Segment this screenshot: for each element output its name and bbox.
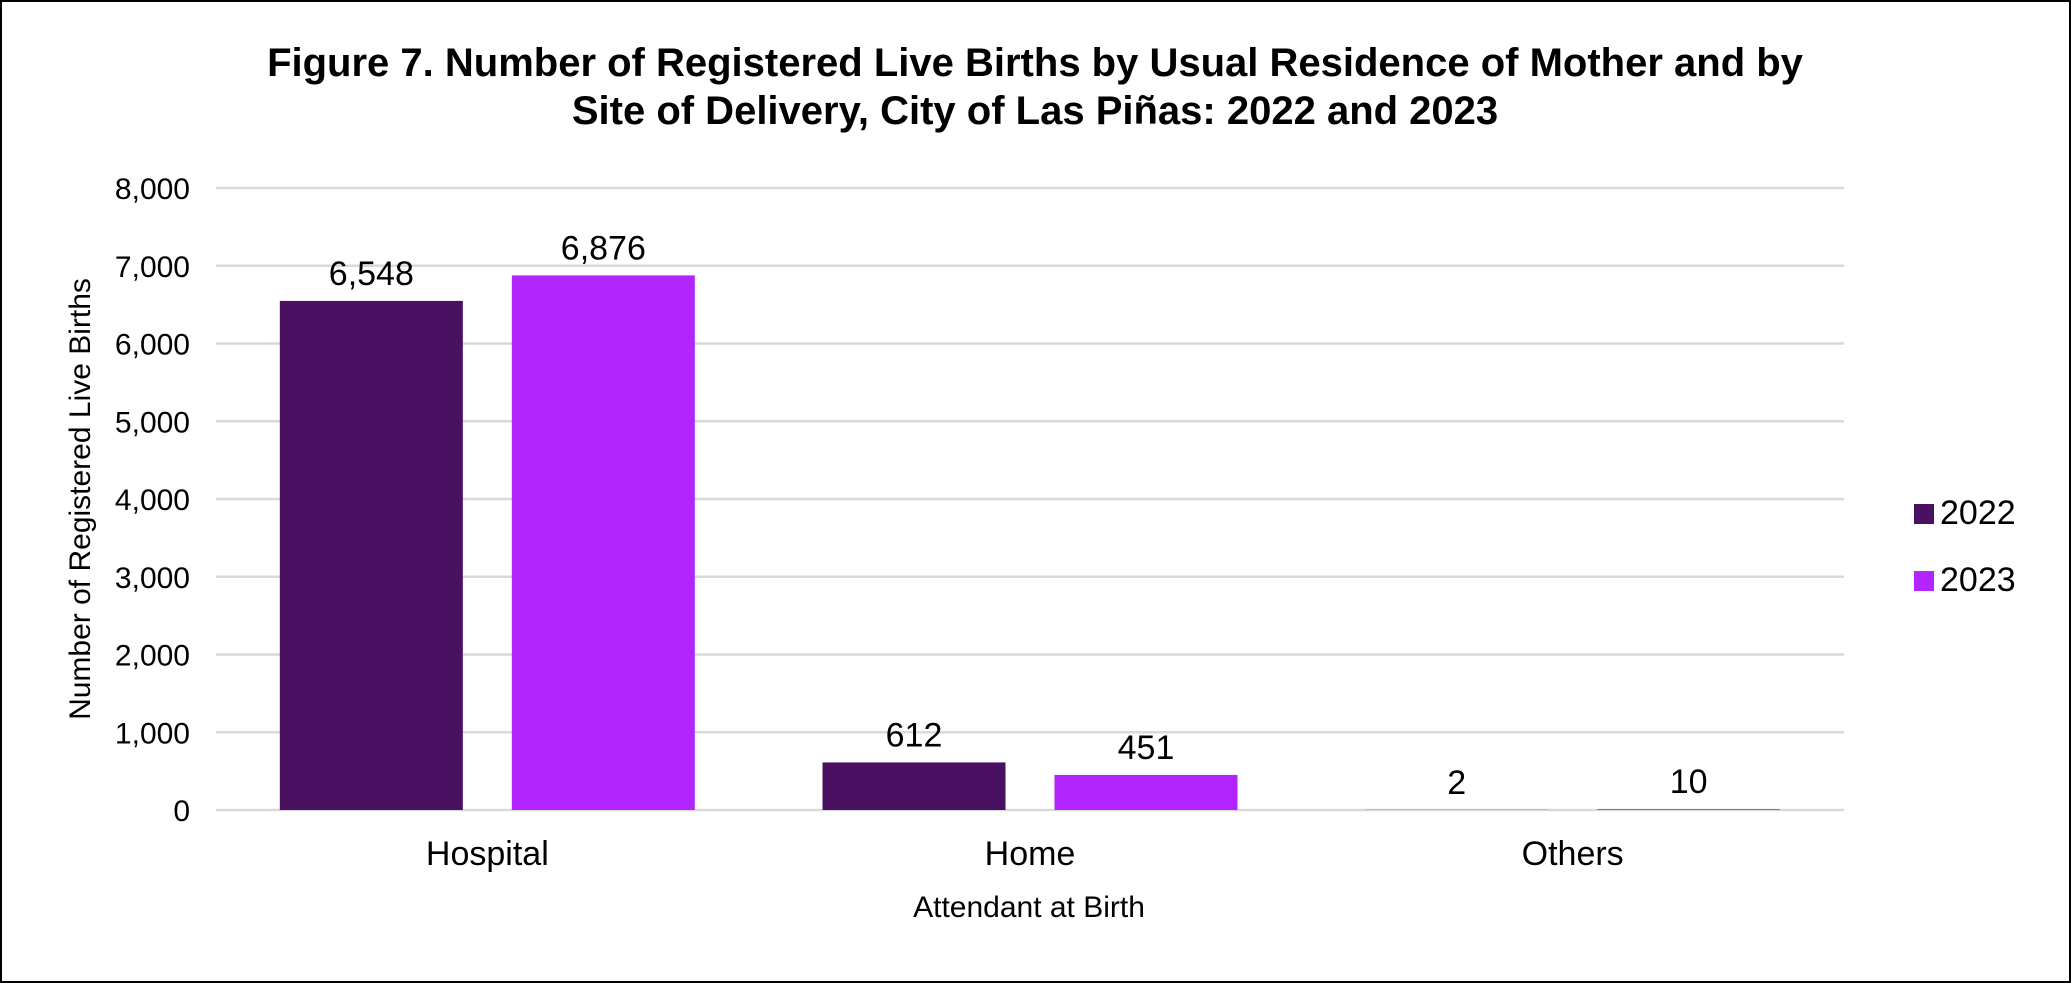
y-tick-label: 3,000: [115, 562, 190, 595]
data-label: 6,876: [561, 229, 646, 267]
chart-title-line-2: Site of Delivery, City of Las Piñas: 202…: [572, 89, 1498, 133]
y-axis-title: Number of Registered Live Births: [64, 278, 97, 720]
legend-label: 2022: [1940, 494, 2016, 532]
legend: 2022 2023: [1914, 494, 2016, 599]
y-tick-label: 2,000: [115, 640, 190, 673]
bar-2023-hospital: [511, 275, 695, 810]
data-labels: 6,548 6,876 612 451 2 10: [329, 229, 1708, 801]
data-label: 6,548: [329, 255, 414, 293]
bar-2023-home: [1054, 774, 1238, 810]
y-tick-label: 1,000: [115, 717, 190, 750]
x-category-label: Home: [985, 835, 1076, 873]
data-label: 612: [886, 716, 943, 754]
data-label: 2: [1447, 764, 1466, 802]
gridlines: [216, 186, 1844, 812]
data-label: 451: [1118, 729, 1175, 767]
bar-2022-hospital: [279, 300, 463, 810]
y-tick-label: 4,000: [115, 484, 190, 517]
y-tick-label: 5,000: [115, 406, 190, 439]
legend-swatch-2022: [1914, 504, 1934, 524]
x-axis-title: Attendant at Birth: [913, 891, 1145, 924]
x-category-label: Hospital: [426, 835, 549, 873]
x-category-label: Others: [1522, 835, 1624, 873]
bars: [279, 275, 1781, 810]
y-axis-ticks: 0 1,000 2,000 3,000 4,000 5,000 6,000 7,000 8,00…: [115, 173, 190, 828]
legend-swatch-2023: [1914, 571, 1934, 591]
y-tick-label: 6,000: [115, 329, 190, 362]
bar-2023-others: [1597, 809, 1781, 810]
y-tick-label: 7,000: [115, 251, 190, 284]
legend-label: 2023: [1940, 561, 2016, 599]
bar-2022-home: [822, 762, 1006, 810]
y-tick-label: 8,000: [115, 173, 190, 206]
chart-title-line-1: Figure 7. Number of Registered Live Birt…: [267, 41, 1804, 85]
data-label: 10: [1670, 763, 1708, 801]
x-axis-categories: Hospital Home Others: [426, 835, 1624, 873]
y-tick-label: 0: [173, 795, 190, 828]
